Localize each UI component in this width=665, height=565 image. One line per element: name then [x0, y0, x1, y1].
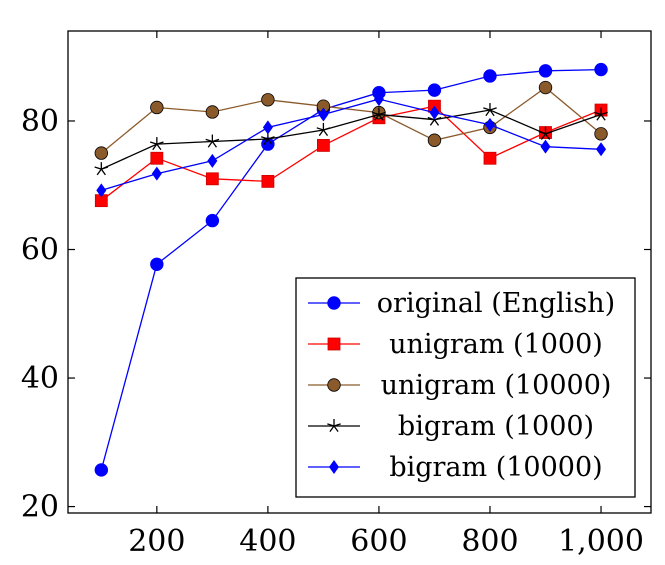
data-point: [484, 117, 495, 132]
data-point: [261, 93, 275, 107]
series-line: [100, 86, 602, 154]
legend-box: [295, 277, 636, 498]
data-point: [596, 142, 607, 157]
data-point: [150, 257, 164, 271]
data-point: [316, 122, 331, 137]
y-tick-label: 20: [21, 490, 59, 525]
legend-marker: [327, 419, 341, 433]
data-point: [317, 138, 330, 152]
data-point: [261, 131, 275, 146]
data-point: [96, 183, 107, 198]
legend: original (English) unigram (1000) unigram …: [295, 277, 636, 498]
data-point: [594, 62, 608, 77]
data-point: [427, 83, 442, 97]
series-1: [94, 99, 608, 208]
data-point: [149, 137, 164, 151]
data-point: [207, 153, 218, 168]
legend-label: original (English): [377, 288, 615, 319]
data-point: [372, 107, 386, 121]
legend-marker: [327, 378, 341, 392]
axes: 200 400 600 800 1,000 20 40 60 80: [21, 31, 651, 559]
x-tick-label: 400: [239, 524, 296, 559]
series-line: [100, 68, 602, 471]
data-point: [429, 105, 440, 120]
data-point: [205, 172, 219, 186]
legend-marker: [327, 337, 341, 351]
legend-label: bigram (10000): [389, 452, 602, 483]
series-3: [94, 103, 608, 176]
data-point: [318, 107, 329, 122]
data-point: [94, 463, 109, 477]
x-tick-label: 1,000: [558, 524, 644, 559]
legend-label: unigram (10000): [381, 370, 612, 401]
data-point: [150, 100, 164, 115]
x-tick-label: 600: [350, 524, 407, 559]
data-point: [538, 64, 553, 78]
data-point: [205, 105, 220, 119]
data-point: [94, 162, 109, 176]
legend-label: unigram (1000): [389, 329, 603, 360]
x-tick-label: 800: [461, 524, 518, 559]
x-tick-label: 200: [128, 524, 185, 559]
legend-item: unigram (10000): [308, 370, 611, 401]
data-point: [538, 80, 553, 95]
data-point: [151, 166, 162, 181]
series-line: [101, 109, 602, 170]
series-2: [94, 80, 608, 160]
data-point: [483, 103, 497, 117]
data-point: [94, 146, 109, 160]
legend-item: original (English): [308, 288, 615, 319]
legend-item: bigram (1000): [308, 411, 594, 442]
y-tick-label: 80: [21, 104, 59, 139]
legend-item: bigram (10000): [308, 452, 603, 483]
data-point: [594, 107, 608, 121]
data-point: [373, 92, 384, 107]
data-point: [150, 151, 164, 165]
plot-area-frame: [67, 30, 652, 514]
legend-marker: [327, 296, 341, 310]
legend-item: unigram (1000): [308, 329, 603, 360]
data-point: [262, 120, 273, 135]
y-tick-label: 60: [21, 233, 59, 268]
data-point: [538, 126, 553, 140]
data-point: [427, 133, 442, 147]
data-point: [261, 174, 275, 188]
series-4: [96, 92, 607, 198]
y-tick-label: 40: [21, 361, 59, 396]
legend-marker: [329, 460, 339, 474]
data-point: [205, 134, 220, 148]
series-line: [100, 105, 602, 202]
data-point: [483, 151, 497, 165]
series-layer: [94, 62, 608, 477]
series-line: [101, 98, 602, 192]
legend-label: bigram (1000): [398, 411, 594, 442]
data-point: [483, 69, 497, 83]
data-point: [594, 127, 608, 141]
data-point: [205, 213, 220, 228]
data-point: [540, 139, 551, 154]
